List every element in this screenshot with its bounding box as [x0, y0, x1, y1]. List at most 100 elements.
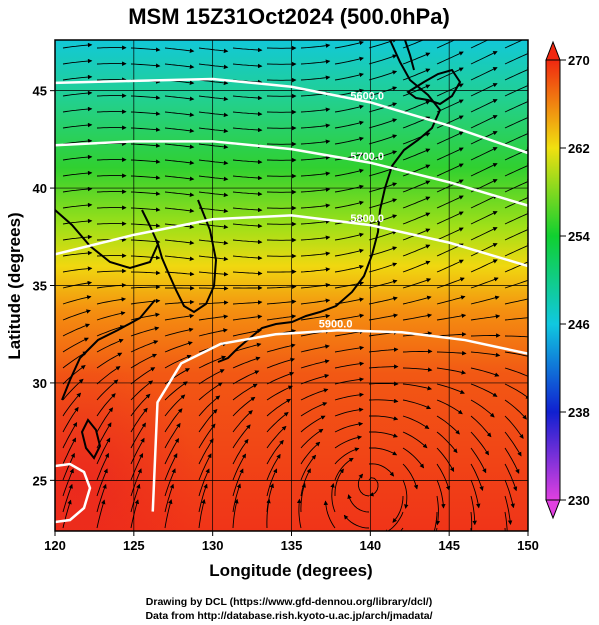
streamline — [368, 230, 398, 241]
streamline — [368, 70, 398, 81]
streamline — [504, 115, 528, 129]
streamline — [198, 498, 206, 529]
streamline — [368, 296, 398, 305]
streamline — [164, 437, 179, 465]
streamline — [130, 353, 157, 369]
streamline — [62, 422, 78, 449]
streamline — [300, 402, 328, 417]
streamline — [232, 468, 244, 497]
streamline — [266, 498, 271, 529]
streamline — [300, 59, 331, 65]
streamline — [433, 511, 438, 531]
streamline — [470, 147, 498, 161]
streamline — [300, 359, 330, 369]
streamline — [130, 312, 160, 321]
streamline — [62, 218, 93, 225]
streamline — [504, 179, 528, 193]
streamline — [504, 147, 528, 161]
streamline — [130, 95, 161, 100]
streamline — [130, 239, 161, 244]
streamline — [402, 148, 431, 161]
streamline — [96, 352, 123, 369]
streamline — [232, 438, 249, 465]
streamline — [436, 447, 455, 473]
streamline — [232, 300, 263, 305]
streamline — [232, 175, 263, 181]
streamline — [368, 246, 398, 257]
streamline — [300, 43, 331, 49]
streamline — [334, 447, 360, 465]
y-tick-label: 25 — [33, 473, 47, 488]
streamline — [504, 259, 528, 273]
streamline — [232, 424, 251, 449]
streamline — [334, 313, 365, 321]
streamline — [334, 168, 364, 177]
streamline — [436, 399, 463, 415]
streamline — [504, 495, 513, 525]
streamline — [96, 407, 114, 433]
streamline — [436, 332, 467, 337]
streamline — [436, 350, 467, 356]
streamline — [266, 371, 295, 385]
streamline — [266, 425, 287, 449]
streamline — [504, 298, 528, 305]
streamlines — [62, 40, 528, 531]
streamline — [334, 72, 364, 81]
streamline — [198, 438, 214, 465]
streamline — [232, 328, 262, 337]
streamline — [368, 431, 398, 438]
streamline — [232, 207, 263, 213]
coast-hokkaido — [406, 68, 462, 106]
coast-taiwan — [80, 418, 102, 460]
streamline — [402, 278, 432, 289]
streamline — [198, 191, 229, 198]
streamline — [334, 184, 364, 193]
streamline — [164, 341, 193, 353]
streamline — [198, 255, 229, 262]
streamline — [130, 367, 156, 385]
streamline — [504, 463, 518, 492]
streamline — [368, 447, 398, 456]
x-tick-label: 130 — [202, 538, 224, 553]
streamline — [334, 468, 344, 496]
streamline — [232, 95, 263, 101]
streamline — [368, 198, 398, 209]
streamline — [232, 47, 263, 53]
streamline — [266, 398, 292, 417]
streamline — [62, 392, 82, 417]
streamline — [436, 131, 464, 145]
streamline — [334, 248, 364, 257]
streamline — [232, 314, 263, 321]
streamline — [198, 382, 223, 401]
streamline — [96, 311, 126, 321]
streamline — [96, 437, 111, 465]
streamline — [198, 47, 229, 54]
contour-label: 5900.0 — [319, 318, 353, 330]
streamline — [347, 494, 370, 513]
streamline — [402, 244, 431, 257]
y-tick-label: 30 — [33, 376, 47, 391]
streamline — [436, 463, 451, 491]
grid-lines — [55, 40, 528, 531]
streamline — [198, 159, 229, 166]
coast-sakhalin — [404, 40, 415, 71]
streamline — [368, 381, 399, 387]
streamline — [334, 457, 354, 481]
streamline — [164, 127, 195, 133]
streamline — [470, 115, 498, 129]
streamline — [470, 83, 498, 97]
streamline — [130, 223, 161, 228]
streamline — [198, 111, 229, 118]
streamline — [232, 159, 263, 165]
streamline — [62, 323, 90, 337]
streamline — [62, 437, 76, 465]
colorbar-bottom-triangle — [545, 499, 561, 520]
y-axis-label: Latitude (degrees) — [5, 212, 24, 359]
streamline — [470, 277, 499, 289]
streamline — [96, 366, 121, 385]
streamline — [232, 239, 263, 245]
streamline — [62, 170, 93, 177]
streamline — [402, 260, 431, 273]
streamline — [504, 527, 506, 531]
coast-japan — [217, 40, 442, 363]
